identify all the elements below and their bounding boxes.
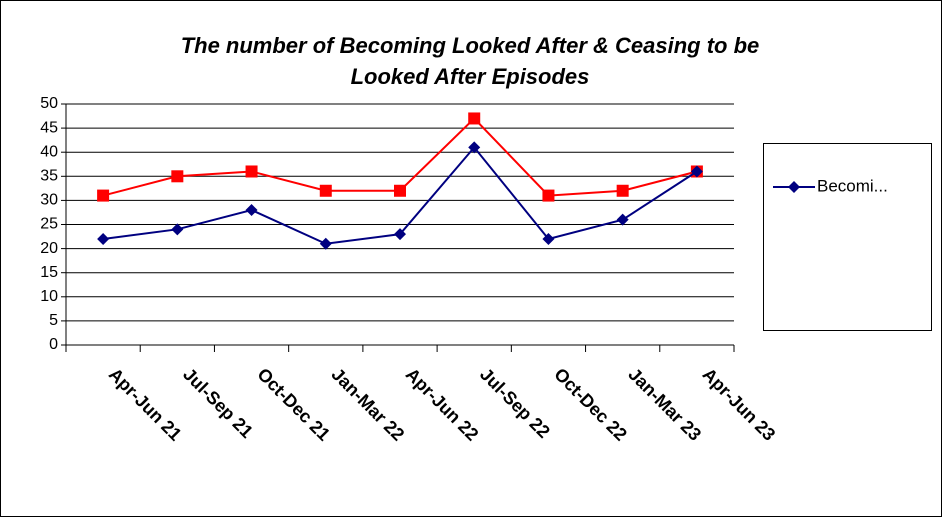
marker bbox=[690, 165, 703, 178]
y-tick-label: 0 bbox=[49, 336, 58, 353]
marker bbox=[171, 170, 184, 183]
marker bbox=[616, 213, 629, 226]
y-tick-label: 10 bbox=[40, 288, 58, 305]
marker bbox=[171, 223, 184, 236]
y-tick-label: 30 bbox=[40, 192, 58, 209]
y-tick-label: 35 bbox=[40, 168, 58, 185]
y-tick-label: 5 bbox=[49, 312, 58, 329]
marker bbox=[97, 189, 110, 202]
legend-box bbox=[763, 143, 932, 331]
marker bbox=[245, 165, 258, 178]
chart-title: The number of Becoming Looked After & Ce… bbox=[181, 33, 760, 58]
marker bbox=[319, 237, 332, 250]
marker bbox=[542, 189, 555, 202]
chart-title: Looked After Episodes bbox=[351, 64, 590, 89]
marker bbox=[468, 112, 481, 125]
marker bbox=[394, 184, 406, 197]
marker bbox=[319, 184, 332, 197]
y-tick-label: 25 bbox=[40, 216, 58, 233]
marker bbox=[542, 232, 555, 245]
y-tick-label: 15 bbox=[40, 264, 58, 281]
y-tick-label: 45 bbox=[40, 119, 58, 136]
marker bbox=[394, 228, 406, 241]
y-tick-label: 50 bbox=[40, 95, 58, 112]
marker bbox=[616, 184, 629, 197]
legend-label: Becomi... bbox=[817, 176, 888, 195]
marker bbox=[97, 232, 110, 245]
marker bbox=[468, 141, 481, 154]
marker bbox=[788, 181, 800, 193]
y-tick-label: 20 bbox=[40, 240, 58, 257]
marker bbox=[245, 204, 258, 217]
y-tick-label: 40 bbox=[40, 143, 58, 160]
